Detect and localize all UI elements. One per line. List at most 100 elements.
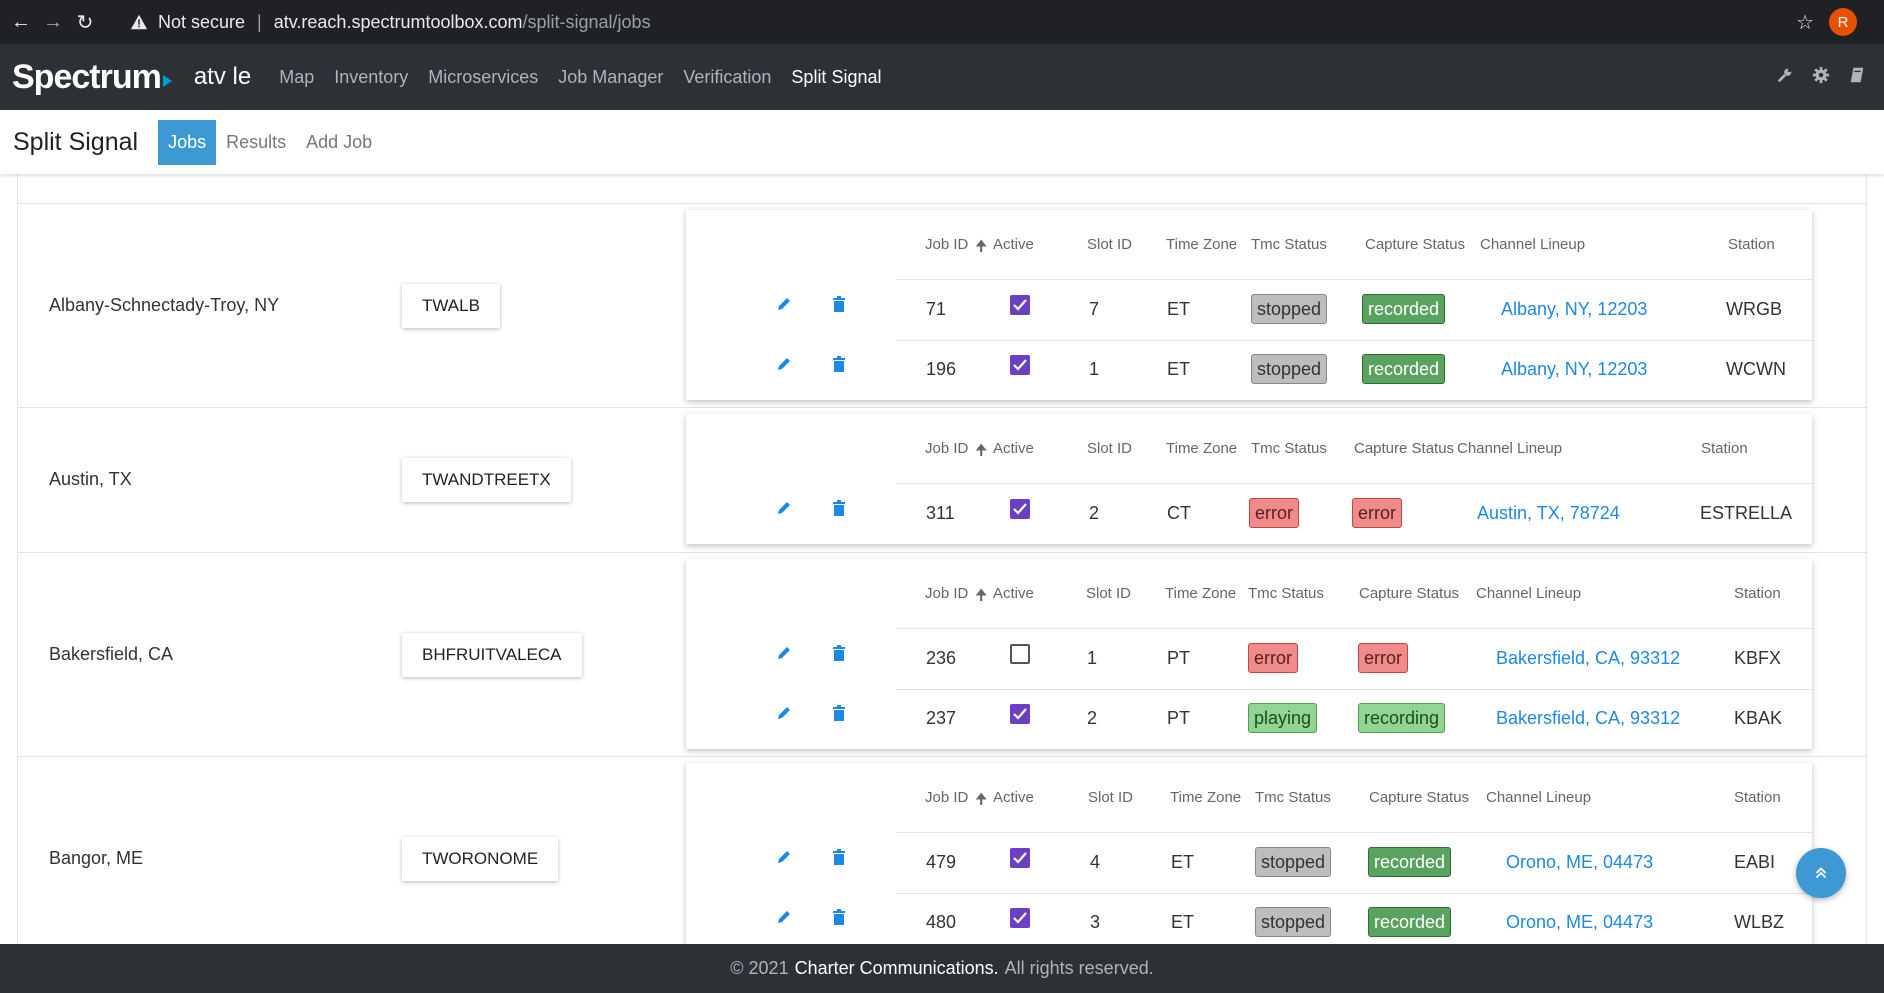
col-time-zone[interactable]: Time Zone (1165, 585, 1237, 602)
edit-icon[interactable] (776, 645, 792, 661)
scroll-to-top-button[interactable] (1796, 848, 1846, 898)
sort-up-icon[interactable]: 🠉 (975, 442, 988, 459)
time-zone: PT (1167, 648, 1191, 668)
col-tmc-status[interactable]: Tmc Status (1248, 585, 1324, 602)
col-active[interactable]: Active (993, 236, 1034, 253)
job-row: 196 1 ET stopped recorded Albany, NY, 12… (686, 340, 1812, 400)
active-checkbox[interactable] (1010, 295, 1030, 315)
address-bar[interactable]: Not secure | atv.reach.spectrumtoolbox.c… (120, 6, 1848, 38)
active-checkbox[interactable] (1010, 848, 1030, 868)
edit-icon[interactable] (776, 849, 792, 865)
col-time-zone[interactable]: Time Zone (1166, 440, 1238, 457)
tmc-status-badge: stopped (1251, 354, 1328, 384)
channel-lineup-link[interactable]: Bakersfield, CA, 93312 (1496, 708, 1681, 728)
channel-lineup-link[interactable]: Austin, TX, 78724 (1477, 503, 1620, 523)
tab-jobs[interactable]: Jobs (158, 119, 217, 165)
channel-lineup-link[interactable]: Albany, NY, 12203 (1501, 359, 1648, 379)
sort-up-icon[interactable]: 🠉 (975, 791, 988, 808)
active-checkbox[interactable] (1010, 908, 1030, 928)
forward-icon[interactable]: → (43, 10, 63, 33)
channel-lineup-link[interactable]: Albany, NY, 12203 (1501, 299, 1648, 319)
active-checkbox[interactable] (1010, 499, 1030, 519)
profile-avatar[interactable]: R (1829, 8, 1857, 36)
trash-icon[interactable] (832, 705, 846, 721)
col-capture-status[interactable]: Capture Status (1354, 440, 1455, 457)
col-active[interactable]: Active (993, 440, 1034, 457)
sub-header: Split Signal Jobs Results Add Job (0, 110, 1884, 174)
trash-icon[interactable] (832, 849, 846, 865)
tms-chip[interactable]: TWALB (402, 284, 500, 328)
url-path: /split-signal/jobs (522, 11, 651, 32)
tab-results[interactable]: Results (226, 131, 287, 152)
tms-chip[interactable]: BHFRUITVALECA (402, 633, 582, 677)
channel-lineup-link[interactable]: Bakersfield, CA, 93312 (1496, 648, 1681, 668)
edit-icon[interactable] (776, 500, 792, 516)
nav-microservices[interactable]: Microservices (428, 66, 539, 87)
col-slot-id[interactable]: Slot ID (1088, 789, 1134, 806)
active-checkbox[interactable] (1010, 355, 1030, 375)
job-id: 237 (926, 708, 957, 728)
edit-icon[interactable] (776, 705, 792, 721)
station: EABI (1734, 852, 1776, 872)
tms-chip[interactable]: TWANDTREETX (402, 458, 571, 502)
col-capture-status[interactable]: Capture Status (1365, 236, 1466, 253)
col-slot-id[interactable]: Slot ID (1087, 440, 1133, 457)
capture-status-badge: error (1352, 498, 1403, 528)
col-job-id[interactable]: Job ID (925, 440, 969, 457)
col-job-id[interactable]: Job ID (925, 789, 969, 806)
edit-icon[interactable] (776, 909, 792, 925)
tms-chip[interactable]: TWORONOME (402, 837, 559, 881)
spectrum-logo[interactable]: Spectrum (12, 58, 172, 97)
wrench-icon[interactable] (1776, 66, 1794, 84)
nav-job-manager[interactable]: Job Manager (558, 66, 664, 87)
trash-icon[interactable] (832, 909, 846, 925)
col-capture-status[interactable]: Capture Status (1359, 585, 1460, 602)
bookmark-star-icon[interactable]: ☆ (1796, 12, 1814, 34)
col-time-zone[interactable]: Time Zone (1170, 789, 1242, 806)
nav-map[interactable]: Map (279, 66, 315, 87)
nav-split-signal[interactable]: Split Signal (791, 66, 882, 87)
trash-icon[interactable] (832, 356, 846, 372)
sort-up-icon[interactable]: 🠉 (975, 587, 988, 604)
time-zone: ET (1167, 299, 1191, 319)
channel-lineup-link[interactable]: Orono, ME, 04473 (1506, 852, 1654, 872)
col-channel-lineup[interactable]: Channel Lineup (1480, 236, 1586, 253)
active-checkbox[interactable] (1010, 704, 1030, 724)
edit-icon[interactable] (776, 296, 792, 312)
job-table-header: Job ID 🠉 Active Slot ID Time Zone Tmc St… (686, 559, 1812, 627)
col-channel-lineup[interactable]: Channel Lineup (1476, 585, 1582, 602)
col-capture-status[interactable]: Capture Status (1369, 789, 1470, 806)
edit-icon[interactable] (776, 356, 792, 372)
col-active[interactable]: Active (993, 789, 1034, 806)
col-tmc-status[interactable]: Tmc Status (1251, 236, 1327, 253)
col-tmc-status[interactable]: Tmc Status (1255, 789, 1331, 806)
back-icon[interactable]: ← (11, 10, 31, 33)
channel-lineup-link[interactable]: Orono, ME, 04473 (1506, 912, 1654, 932)
sub-tabs: Jobs Results Add Job (158, 119, 382, 165)
tab-add-job[interactable]: Add Job (306, 131, 373, 152)
active-checkbox[interactable] (1010, 644, 1030, 664)
col-slot-id[interactable]: Slot ID (1087, 236, 1133, 253)
col-station[interactable]: Station (1701, 440, 1748, 457)
app-header: Spectrum atv le Map Inventory Microservi… (0, 44, 1884, 110)
trash-icon[interactable] (832, 500, 846, 516)
sort-up-icon[interactable]: 🠉 (975, 238, 988, 255)
col-station[interactable]: Station (1728, 236, 1775, 253)
trash-icon[interactable] (832, 645, 846, 661)
reload-icon[interactable]: ↻ (76, 11, 94, 34)
col-active[interactable]: Active (993, 585, 1034, 602)
nav-verification[interactable]: Verification (683, 66, 772, 87)
book-icon[interactable] (1848, 66, 1866, 84)
col-station[interactable]: Station (1734, 789, 1781, 806)
col-channel-lineup[interactable]: Channel Lineup (1457, 440, 1563, 457)
gear-icon[interactable] (1812, 66, 1830, 84)
col-station[interactable]: Station (1734, 585, 1781, 602)
col-job-id[interactable]: Job ID (925, 236, 969, 253)
col-job-id[interactable]: Job ID (925, 585, 969, 602)
trash-icon[interactable] (832, 296, 846, 312)
col-channel-lineup[interactable]: Channel Lineup (1486, 789, 1592, 806)
col-tmc-status[interactable]: Tmc Status (1251, 440, 1327, 457)
nav-inventory[interactable]: Inventory (334, 66, 409, 87)
col-time-zone[interactable]: Time Zone (1166, 236, 1238, 253)
col-slot-id[interactable]: Slot ID (1086, 585, 1132, 602)
